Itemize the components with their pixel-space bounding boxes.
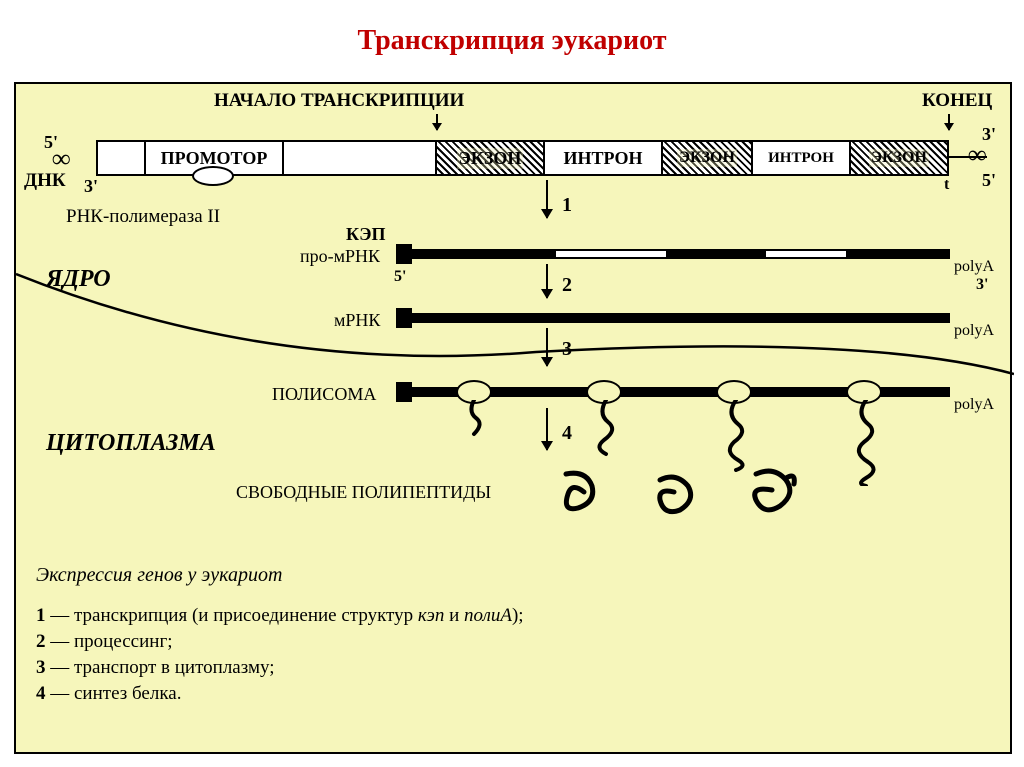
page-title: Транскрипция эукариот — [0, 0, 1024, 72]
legend-item-2: 2 — процессинг; — [36, 631, 524, 653]
peptide-3-icon — [720, 400, 756, 472]
legend-item-4: 4 — синтез белка. — [36, 683, 524, 705]
legend-title: Экспрессия генов у эукариот — [36, 564, 524, 587]
free-pep-2-icon — [652, 470, 702, 518]
intron-segment-2: ИНТРОН — [751, 140, 851, 176]
peptide-1-icon — [464, 400, 494, 440]
polysome-label: ПОЛИСОМА — [272, 384, 376, 405]
empty-segment-2 — [282, 140, 437, 176]
helix-left-icon: ∞ — [52, 144, 63, 174]
five-prime-right-bottom: 5' — [982, 170, 996, 191]
step-1-label: 1 — [562, 194, 572, 217]
arrow-4-icon — [546, 408, 548, 450]
polyA-3: polyA — [954, 396, 994, 414]
free-pep-1-icon — [556, 468, 606, 518]
legend-item-3: 3 — транспорт в цитоплазму; — [36, 657, 524, 679]
dna-line-right — [947, 156, 987, 158]
free-polypeptides-label: СВОБОДНЫЕ ПОЛИПЕПТИДЫ — [236, 482, 491, 503]
promoter-oval-icon — [192, 166, 234, 186]
exon-segment-1: ЭКЗОН — [435, 140, 545, 176]
rna-polymerase-label: РНК-полимераза II — [66, 206, 220, 228]
exon-segment-3: ЭКЗОН — [849, 140, 949, 176]
start-transcription-label: НАЧАЛО ТРАНСКРИПЦИИ — [214, 90, 464, 112]
exon-segment-2: ЭКЗОН — [661, 140, 753, 176]
arrow-1-icon — [546, 180, 548, 218]
three-prime-right-top: 3' — [982, 124, 996, 145]
diagram-container: НАЧАЛО ТРАНСКРИПЦИИ КОНЕЦ 5' 3' ДНК ∞ ПР… — [14, 82, 1012, 754]
three-prime-left-bottom: 3' — [84, 176, 98, 197]
cap-label: КЭП — [346, 224, 385, 245]
start-arrow-icon — [436, 114, 438, 130]
helix-right-icon: ∞ — [968, 140, 979, 170]
legend-item-1: 1 — транскрипция (и присоединение структ… — [36, 605, 524, 627]
peptide-2-icon — [592, 400, 626, 458]
legend-block: Экспрессия генов у эукариот 1 — транскри… — [36, 564, 524, 709]
free-pep-3-icon — [746, 466, 802, 520]
membrane-curve-icon — [16, 244, 1014, 384]
intron-segment-1: ИНТРОН — [543, 140, 663, 176]
peptide-4-icon — [848, 400, 888, 486]
step-4-label: 4 — [562, 422, 572, 445]
cytoplasm-label: ЦИТОПЛАЗМА — [46, 430, 216, 457]
end-label: КОНЕЦ — [922, 90, 992, 112]
t-mark: t — [944, 176, 949, 194]
end-arrow-icon — [948, 114, 950, 130]
empty-segment-1 — [96, 140, 146, 176]
